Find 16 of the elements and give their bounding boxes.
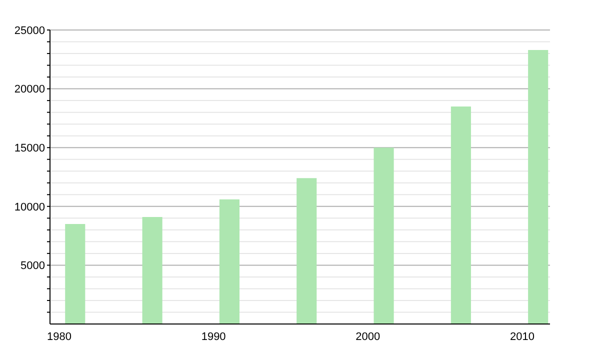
- bar: [219, 199, 240, 324]
- y-tick-label: 15000: [14, 142, 45, 155]
- x-tick-label: 1990: [201, 330, 226, 343]
- x-tick-label: 2010: [510, 330, 534, 343]
- bar: [528, 50, 548, 324]
- y-tick-label: 10000: [14, 201, 45, 214]
- x-tick-label: 1980: [47, 330, 72, 343]
- y-tick-label: 25000: [14, 24, 45, 37]
- bar: [450, 106, 471, 324]
- bar: [142, 216, 162, 324]
- y-tick-label: 5000: [20, 260, 45, 272]
- bar: [374, 148, 394, 324]
- y-tick-label: 20000: [14, 84, 45, 96]
- bar: [296, 178, 317, 324]
- bar: [65, 224, 86, 324]
- x-tick-label: 2000: [356, 330, 380, 343]
